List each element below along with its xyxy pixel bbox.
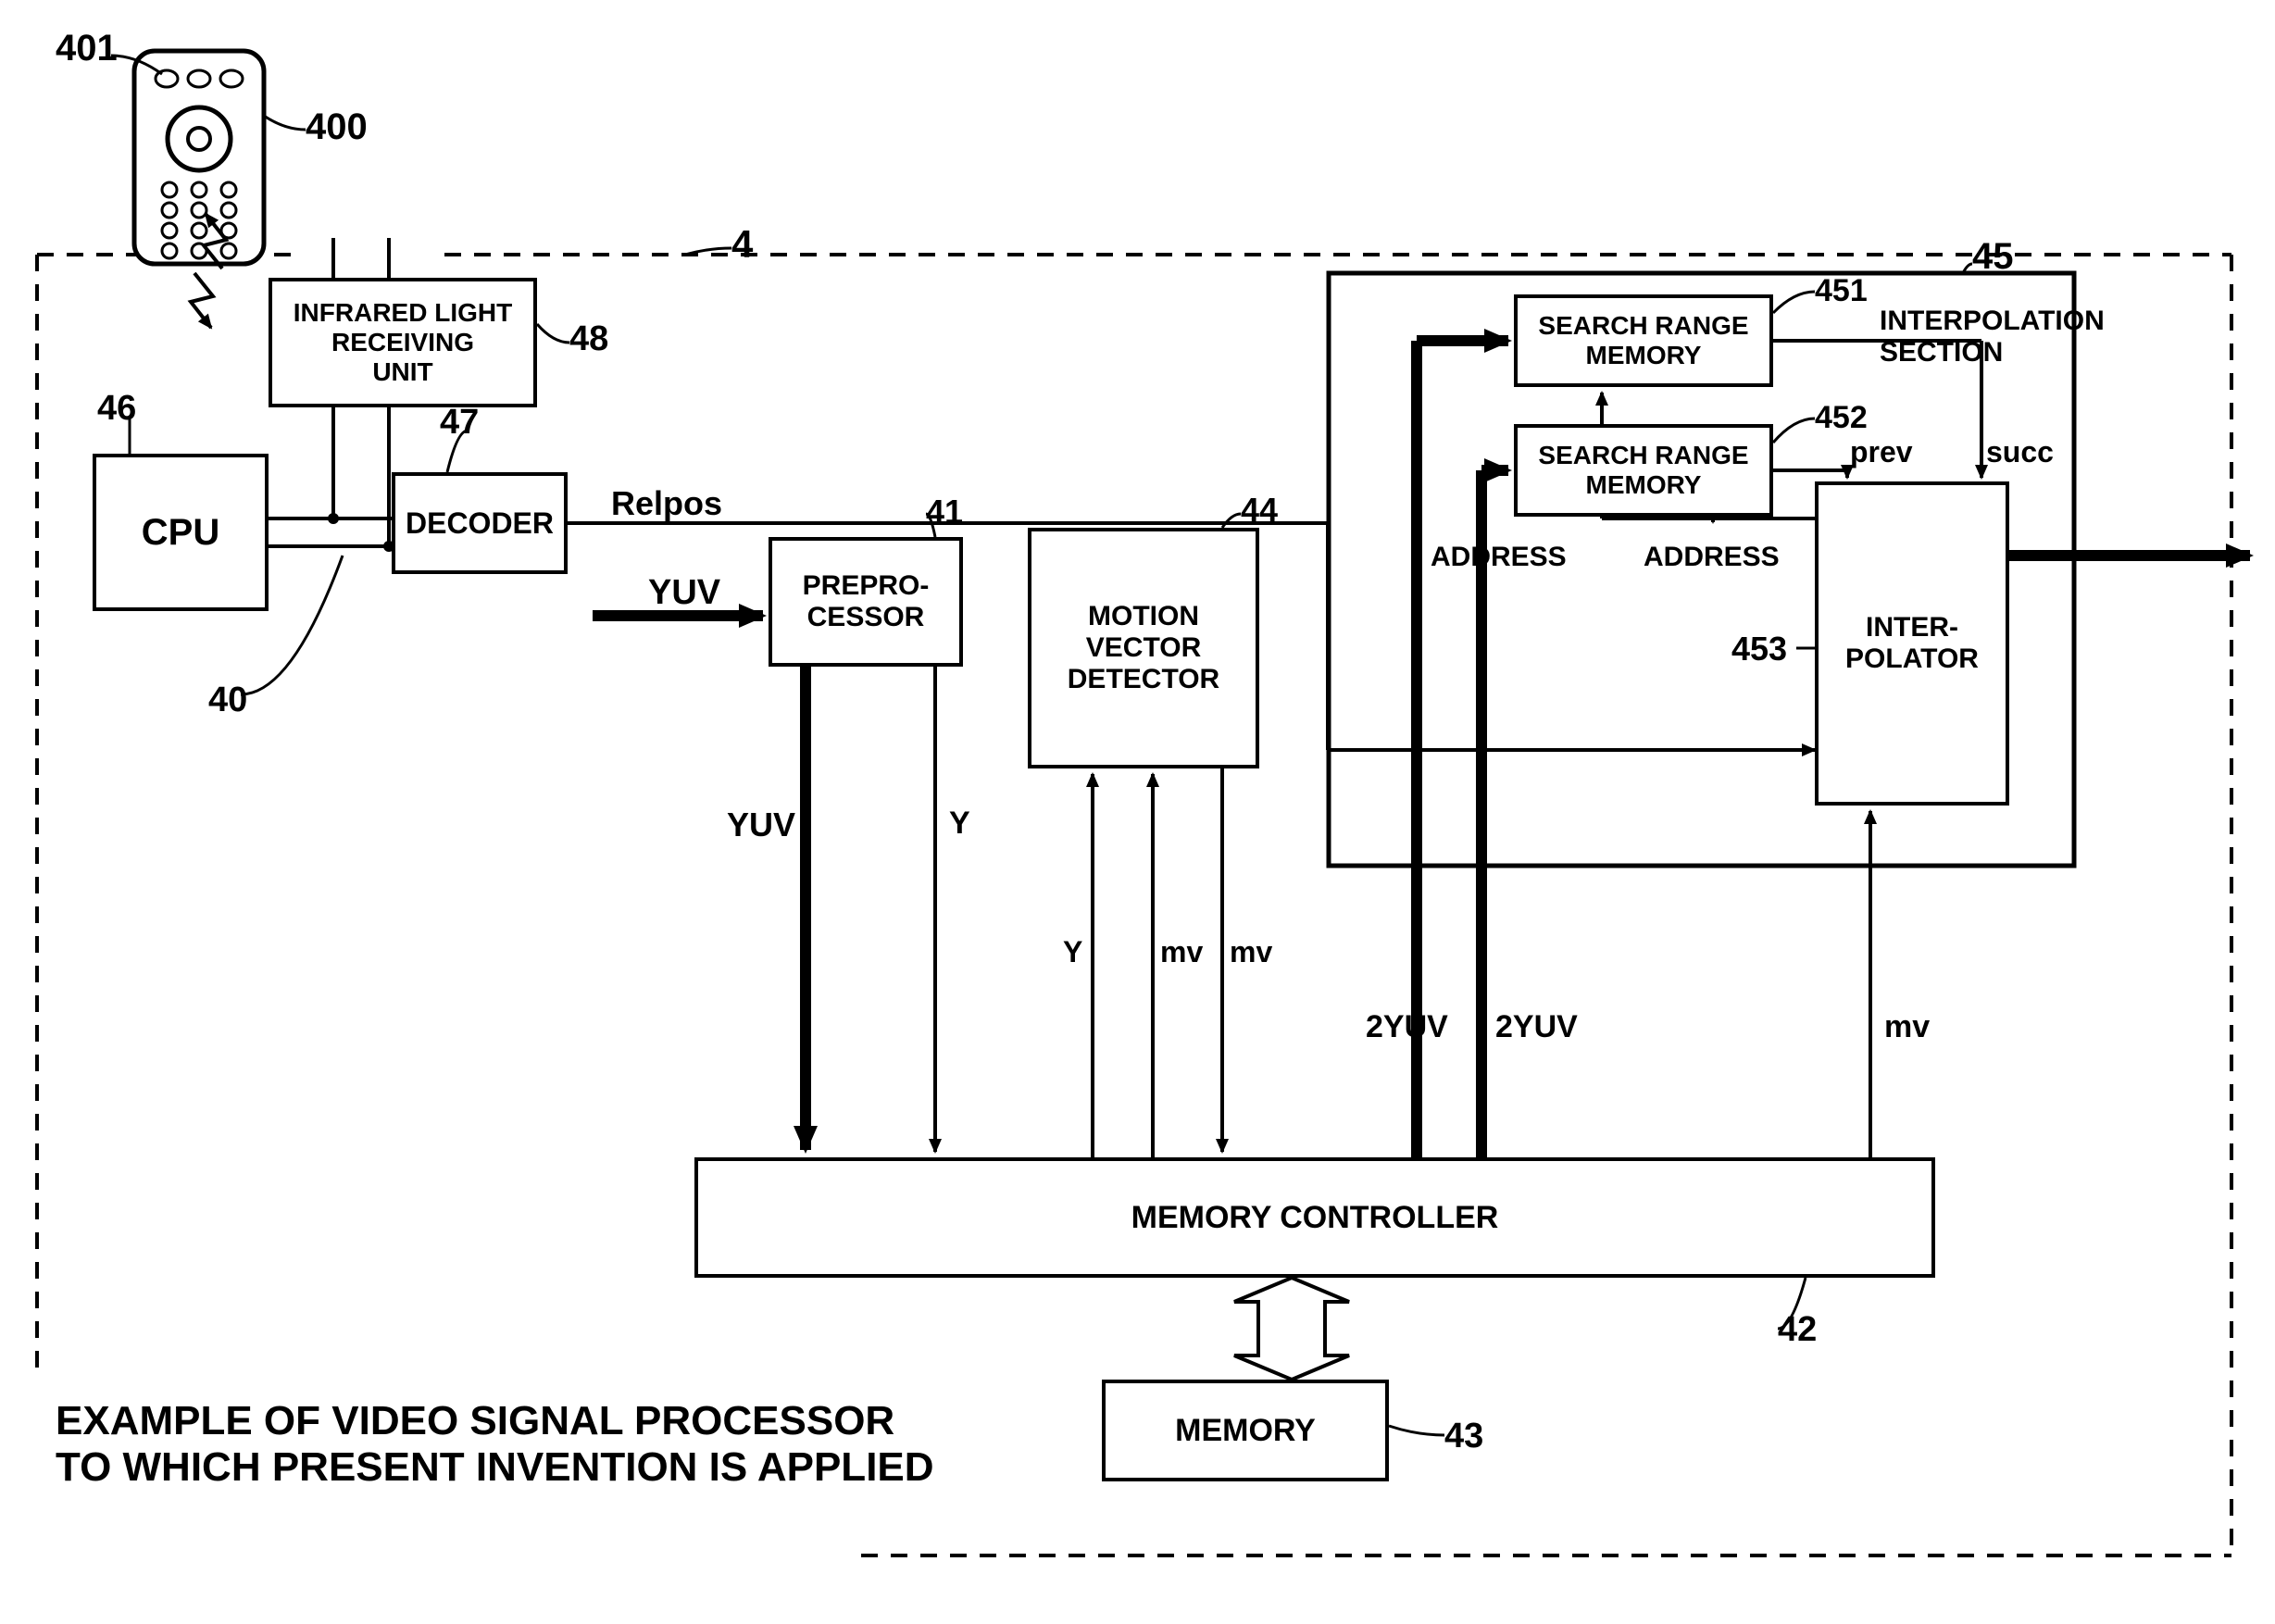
ref-401: 401	[56, 28, 118, 69]
ref-453: 453	[1731, 630, 1787, 668]
sig-relpos: Relpos	[611, 484, 722, 523]
decoder-block: DECODER	[392, 472, 568, 574]
sig-mv2: mv	[1230, 935, 1272, 969]
preproc-block: PREPRO- CESSOR	[769, 537, 963, 667]
sig-prev: prev	[1850, 435, 1913, 469]
sig-mv3: mv	[1884, 1009, 1930, 1045]
sig-succ: succ	[1986, 435, 2054, 469]
memory-block: MEMORY	[1102, 1380, 1389, 1481]
sig-yuv-in: YUV	[648, 573, 720, 613]
ref-41: 41	[926, 493, 963, 531]
sig-2yuv1: 2YUV	[1366, 1009, 1448, 1045]
mvd-block: MOTION VECTOR DETECTOR	[1028, 528, 1259, 768]
sig-2yuv2: 2YUV	[1495, 1009, 1578, 1045]
ref-452: 452	[1815, 400, 1868, 436]
srm2-block: SEARCH RANGE MEMORY	[1514, 424, 1773, 517]
sig-y1: Y	[949, 806, 970, 842]
sig-mv1: mv	[1160, 935, 1203, 969]
caption: EXAMPLE OF VIDEO SIGNAL PROCESSOR TO WHI…	[56, 1398, 934, 1491]
sig-y2: Y	[1063, 935, 1082, 969]
ref-44: 44	[1241, 491, 1278, 530]
sig-yuv-down: YUV	[727, 806, 795, 844]
ref-43: 43	[1444, 1417, 1483, 1456]
ref-45: 45	[1972, 236, 2014, 278]
ref-46: 46	[97, 389, 136, 429]
sig-addr2: ADDRESS	[1644, 542, 1780, 573]
ref-400: 400	[306, 106, 368, 148]
ref-40: 40	[208, 681, 247, 720]
ref-4: 4	[731, 222, 753, 267]
srm1-block: SEARCH RANGE MEMORY	[1514, 294, 1773, 387]
sig-addr1: ADDRESS	[1431, 542, 1567, 573]
interp-block: INTER- POLATOR	[1815, 481, 2009, 806]
ref-48: 48	[569, 319, 608, 359]
ref-451: 451	[1815, 273, 1868, 309]
ir-block: INFRARED LIGHT RECEIVING UNIT	[269, 278, 537, 407]
interp-section-label: INTERPOLATION SECTION	[1880, 306, 2105, 369]
ref-47: 47	[440, 403, 479, 443]
memctrl-block: MEMORY CONTROLLER	[694, 1157, 1935, 1278]
cpu-block: CPU	[93, 454, 269, 611]
ref-42: 42	[1778, 1310, 1817, 1350]
diagram-stage: CPUINFRARED LIGHT RECEIVING UNIT DECODER P…	[0, 0, 2275, 1624]
